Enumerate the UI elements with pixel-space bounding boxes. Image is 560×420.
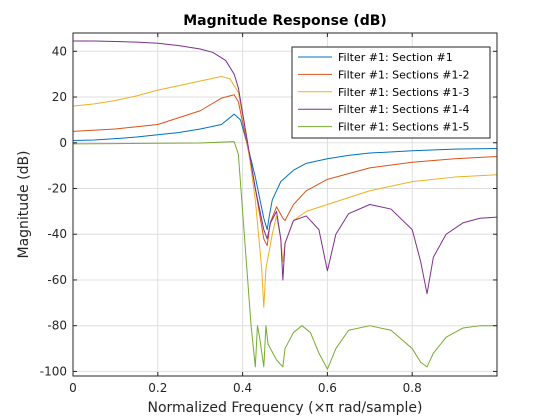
legend-entry-label: Filter #1: Sections #1-3	[338, 86, 469, 99]
series-lines	[73, 40, 497, 370]
y-tick-label: -20	[47, 181, 67, 195]
legend-box	[291, 46, 491, 139]
legend-entry-label: Filter #1: Section #1	[338, 51, 453, 64]
x-tick-label: 0.4	[233, 381, 252, 395]
chart-title: Magnitude Response (dB)	[183, 13, 387, 29]
series-line-5	[73, 141, 497, 370]
legend-entry-label: Filter #1: Sections #1-2	[338, 68, 469, 81]
legend-entry-label: Filter #1: Sections #1-4	[338, 103, 469, 116]
y-tick-label: 40	[52, 44, 67, 58]
legend-entry-label: Filter #1: Sections #1-5	[338, 121, 469, 134]
x-tick-label: 0.6	[318, 381, 337, 395]
x-tick-label: 0.2	[148, 381, 167, 395]
series-line-2	[73, 94, 497, 247]
series-line-3	[73, 75, 497, 308]
y-tick-label: -100	[40, 364, 67, 378]
y-tick-label: -80	[47, 319, 67, 333]
axes-box	[72, 32, 498, 377]
y-tick-label: 20	[52, 90, 67, 104]
x-tick-label: 0	[69, 381, 77, 395]
legend: Filter #1: Section #1 Filter #1: Sections…	[291, 46, 491, 139]
series-line-1	[73, 113, 497, 231]
y-tick-label: -40	[47, 227, 67, 241]
x-axis-label: Normalized Frequency (×π rad/sample)	[148, 400, 423, 416]
y-tick-label: -60	[47, 273, 67, 287]
grid	[72, 33, 497, 376]
y-axis-label: Magnitude (dB)	[16, 150, 32, 258]
series-line-4	[73, 40, 497, 295]
x-tick-label: 0.8	[403, 381, 422, 395]
y-tick-label: 0	[59, 136, 67, 150]
axis-ticks: 0 0.2 0.4 0.6 0.8 40 20 0 -20 -40 -60 -80 -100	[40, 33, 497, 395]
